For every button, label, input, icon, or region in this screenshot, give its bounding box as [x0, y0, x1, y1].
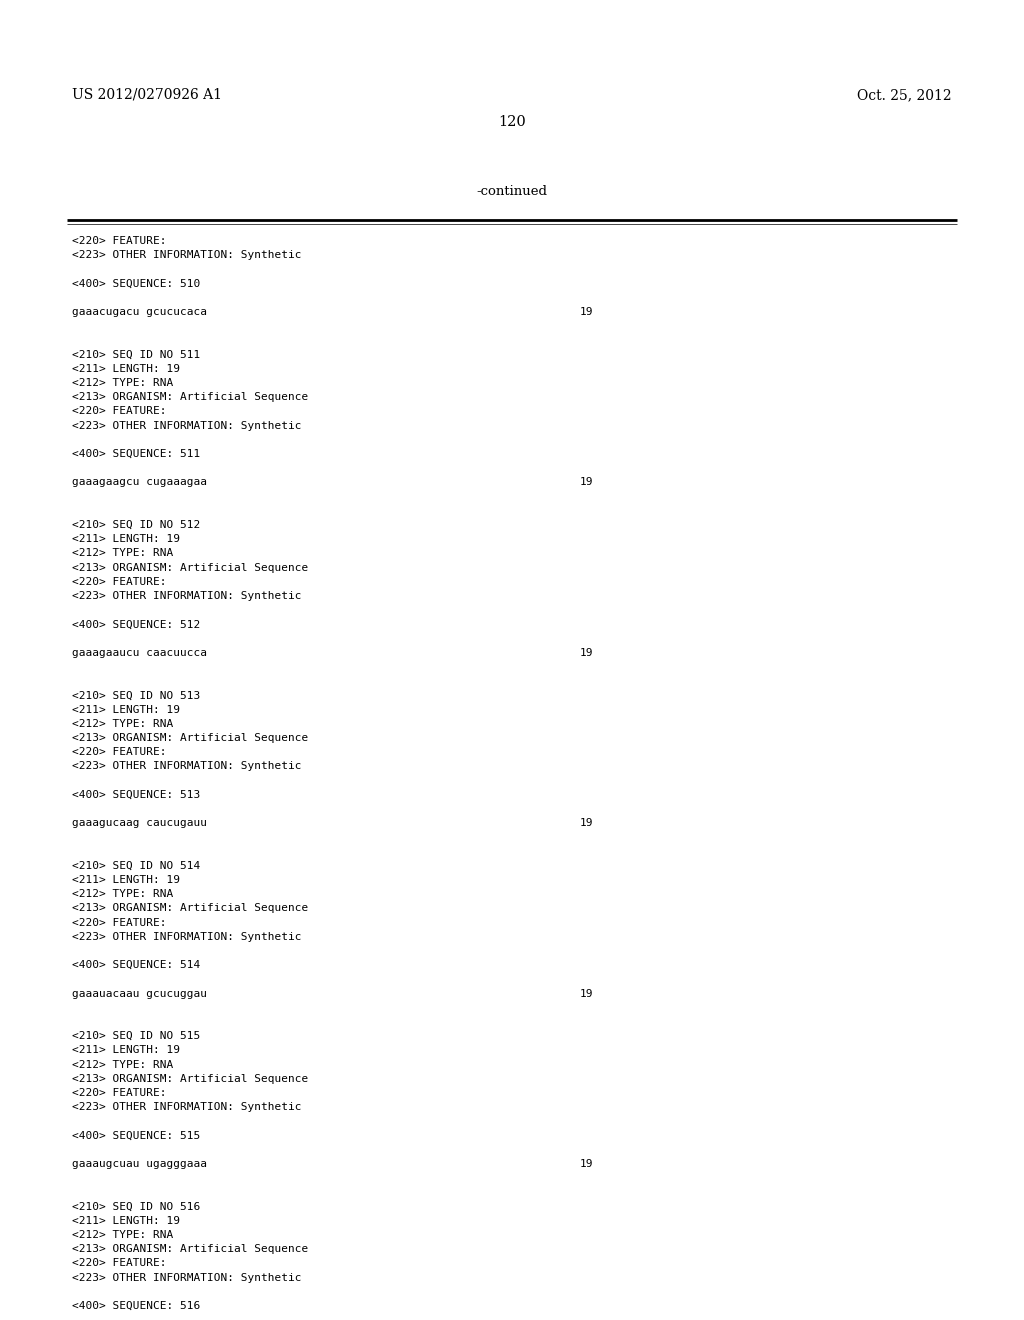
Text: 19: 19 [580, 989, 594, 999]
Text: <210> SEQ ID NO 513: <210> SEQ ID NO 513 [72, 690, 201, 701]
Text: <213> ORGANISM: Artificial Sequence: <213> ORGANISM: Artificial Sequence [72, 733, 308, 743]
Text: 19: 19 [580, 648, 594, 657]
Text: <212> TYPE: RNA: <212> TYPE: RNA [72, 378, 173, 388]
Text: gaaagaagcu cugaaagaa: gaaagaagcu cugaaagaa [72, 478, 207, 487]
Text: 19: 19 [580, 818, 594, 828]
Text: <220> FEATURE:: <220> FEATURE: [72, 577, 167, 587]
Text: -continued: -continued [476, 185, 548, 198]
Text: gaaagucaag caucugauu: gaaagucaag caucugauu [72, 818, 207, 828]
Text: gaaacugacu gcucucaca: gaaacugacu gcucucaca [72, 308, 207, 317]
Text: <210> SEQ ID NO 511: <210> SEQ ID NO 511 [72, 350, 201, 359]
Text: US 2012/0270926 A1: US 2012/0270926 A1 [72, 88, 222, 102]
Text: <220> FEATURE:: <220> FEATURE: [72, 1088, 167, 1098]
Text: <223> OTHER INFORMATION: Synthetic: <223> OTHER INFORMATION: Synthetic [72, 932, 301, 941]
Text: <213> ORGANISM: Artificial Sequence: <213> ORGANISM: Artificial Sequence [72, 1245, 308, 1254]
Text: <211> LENGTH: 19: <211> LENGTH: 19 [72, 705, 180, 714]
Text: <210> SEQ ID NO 512: <210> SEQ ID NO 512 [72, 520, 201, 531]
Text: <220> FEATURE:: <220> FEATURE: [72, 1258, 167, 1269]
Text: <220> FEATURE:: <220> FEATURE: [72, 747, 167, 758]
Text: 19: 19 [580, 478, 594, 487]
Text: <400> SEQUENCE: 514: <400> SEQUENCE: 514 [72, 960, 201, 970]
Text: <212> TYPE: RNA: <212> TYPE: RNA [72, 719, 173, 729]
Text: gaaauacaau gcucuggau: gaaauacaau gcucuggau [72, 989, 207, 999]
Text: <213> ORGANISM: Artificial Sequence: <213> ORGANISM: Artificial Sequence [72, 1073, 308, 1084]
Text: <223> OTHER INFORMATION: Synthetic: <223> OTHER INFORMATION: Synthetic [72, 1272, 301, 1283]
Text: 19: 19 [580, 308, 594, 317]
Text: 120: 120 [498, 115, 526, 129]
Text: <211> LENGTH: 19: <211> LENGTH: 19 [72, 364, 180, 374]
Text: gaaaugcuau ugagggaaa: gaaaugcuau ugagggaaa [72, 1159, 207, 1170]
Text: <213> ORGANISM: Artificial Sequence: <213> ORGANISM: Artificial Sequence [72, 392, 308, 403]
Text: <210> SEQ ID NO 514: <210> SEQ ID NO 514 [72, 861, 201, 871]
Text: <211> LENGTH: 19: <211> LENGTH: 19 [72, 875, 180, 884]
Text: <220> FEATURE:: <220> FEATURE: [72, 236, 167, 246]
Text: <212> TYPE: RNA: <212> TYPE: RNA [72, 548, 173, 558]
Text: <223> OTHER INFORMATION: Synthetic: <223> OTHER INFORMATION: Synthetic [72, 591, 301, 601]
Text: <220> FEATURE:: <220> FEATURE: [72, 917, 167, 928]
Text: <400> SEQUENCE: 516: <400> SEQUENCE: 516 [72, 1302, 201, 1311]
Text: <213> ORGANISM: Artificial Sequence: <213> ORGANISM: Artificial Sequence [72, 562, 308, 573]
Text: <212> TYPE: RNA: <212> TYPE: RNA [72, 1230, 173, 1239]
Text: <400> SEQUENCE: 510: <400> SEQUENCE: 510 [72, 279, 201, 289]
Text: <211> LENGTH: 19: <211> LENGTH: 19 [72, 535, 180, 544]
Text: <211> LENGTH: 19: <211> LENGTH: 19 [72, 1216, 180, 1226]
Text: <223> OTHER INFORMATION: Synthetic: <223> OTHER INFORMATION: Synthetic [72, 421, 301, 430]
Text: <400> SEQUENCE: 511: <400> SEQUENCE: 511 [72, 449, 201, 459]
Text: <210> SEQ ID NO 515: <210> SEQ ID NO 515 [72, 1031, 201, 1041]
Text: <213> ORGANISM: Artificial Sequence: <213> ORGANISM: Artificial Sequence [72, 903, 308, 913]
Text: 19: 19 [580, 1159, 594, 1170]
Text: <212> TYPE: RNA: <212> TYPE: RNA [72, 1060, 173, 1069]
Text: <211> LENGTH: 19: <211> LENGTH: 19 [72, 1045, 180, 1056]
Text: <223> OTHER INFORMATION: Synthetic: <223> OTHER INFORMATION: Synthetic [72, 1102, 301, 1113]
Text: <400> SEQUENCE: 515: <400> SEQUENCE: 515 [72, 1131, 201, 1140]
Text: Oct. 25, 2012: Oct. 25, 2012 [857, 88, 952, 102]
Text: <220> FEATURE:: <220> FEATURE: [72, 407, 167, 416]
Text: <223> OTHER INFORMATION: Synthetic: <223> OTHER INFORMATION: Synthetic [72, 251, 301, 260]
Text: <400> SEQUENCE: 512: <400> SEQUENCE: 512 [72, 619, 201, 630]
Text: gaaagaaucu caacuucca: gaaagaaucu caacuucca [72, 648, 207, 657]
Text: <400> SEQUENCE: 513: <400> SEQUENCE: 513 [72, 789, 201, 800]
Text: <223> OTHER INFORMATION: Synthetic: <223> OTHER INFORMATION: Synthetic [72, 762, 301, 771]
Text: <212> TYPE: RNA: <212> TYPE: RNA [72, 890, 173, 899]
Text: <210> SEQ ID NO 516: <210> SEQ ID NO 516 [72, 1201, 201, 1212]
